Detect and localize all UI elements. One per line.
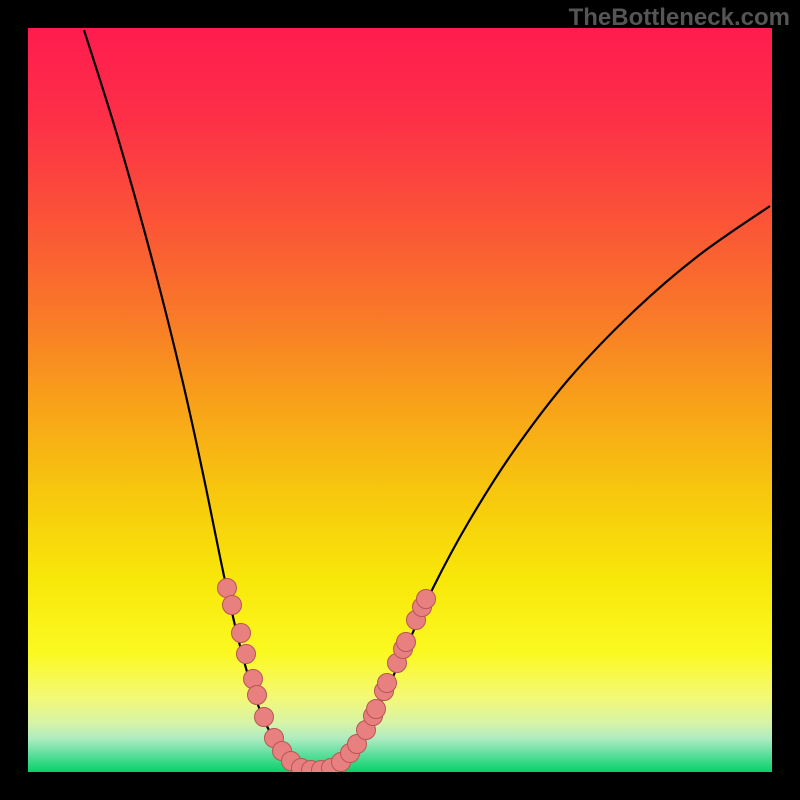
data-marker — [397, 633, 416, 652]
data-marker — [367, 700, 386, 719]
bottleneck-chart — [28, 28, 772, 772]
data-marker — [417, 590, 436, 609]
data-marker — [378, 674, 397, 693]
data-marker — [255, 708, 274, 727]
watermark-text: TheBottleneck.com — [569, 4, 790, 32]
data-marker — [218, 579, 237, 598]
data-marker — [237, 645, 256, 664]
data-marker — [248, 686, 267, 705]
data-marker — [232, 624, 251, 643]
data-marker — [223, 596, 242, 615]
plot-area — [28, 28, 772, 772]
outer-frame: TheBottleneck.com — [0, 0, 800, 800]
